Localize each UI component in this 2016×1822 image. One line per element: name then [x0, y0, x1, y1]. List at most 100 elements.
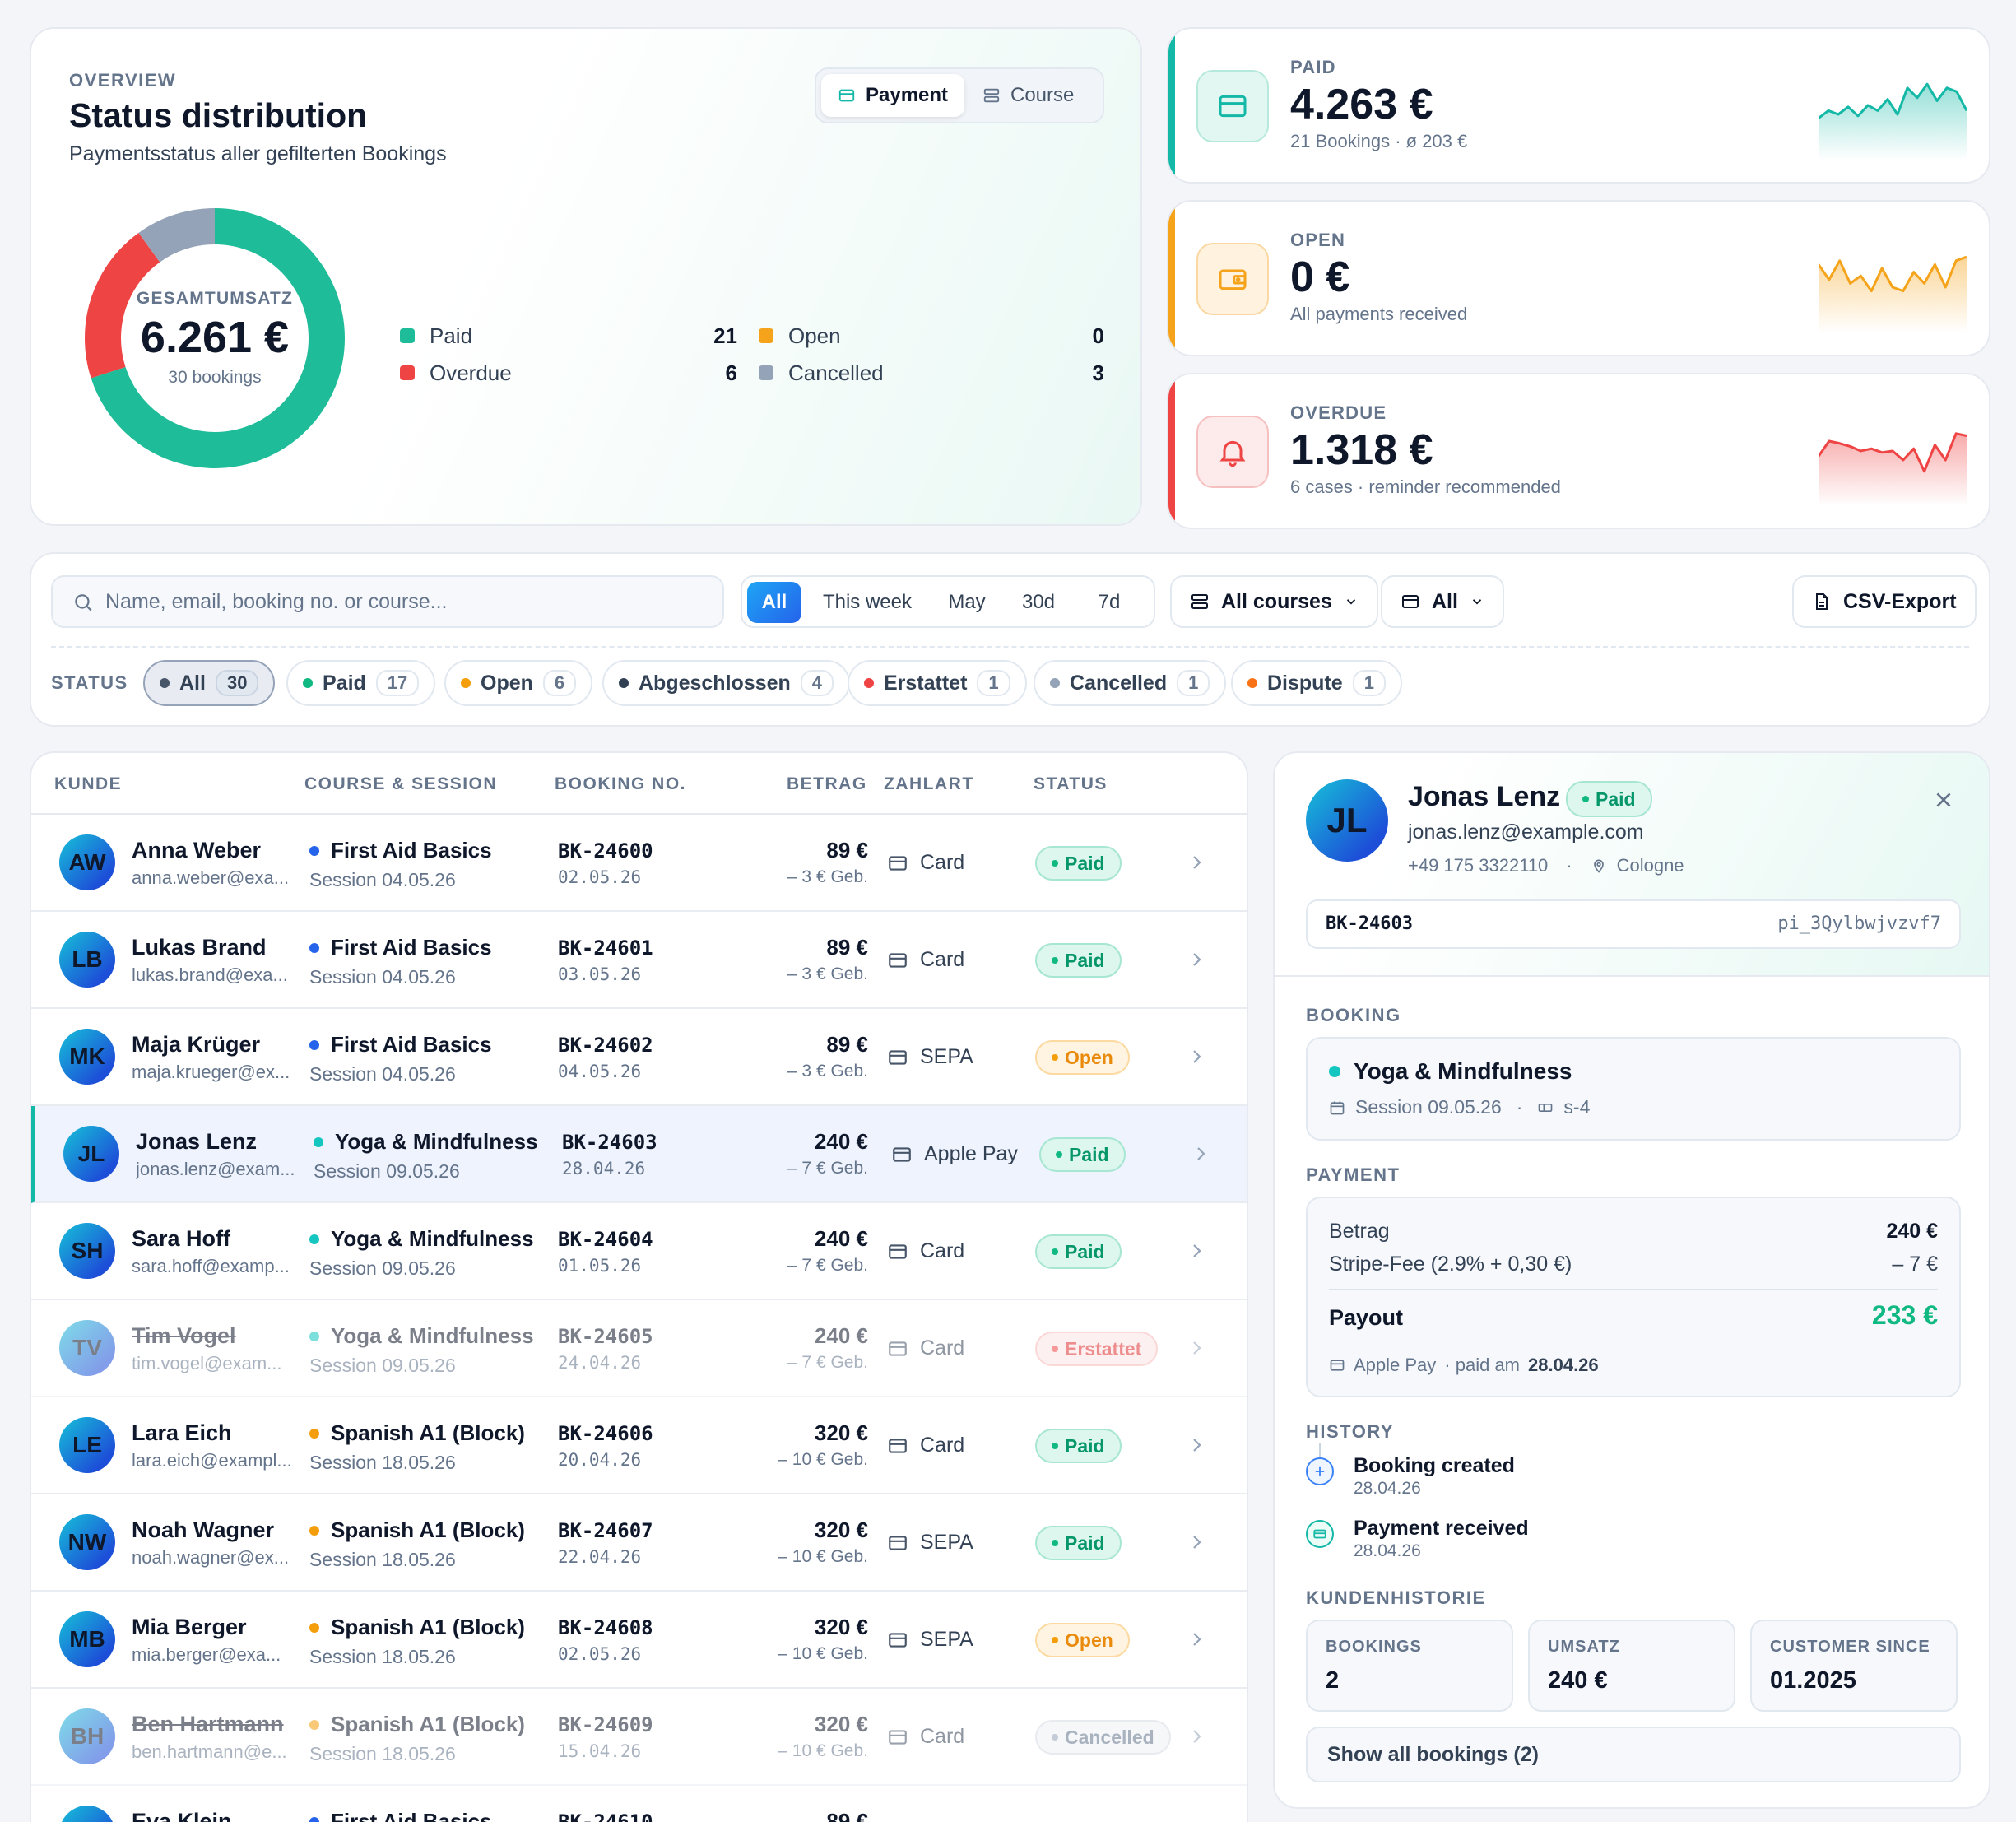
- status-badge: Paid: [1566, 781, 1652, 817]
- column-header-betrag[interactable]: BETRAG: [787, 774, 867, 793]
- table-row[interactable]: NW Noah Wagner noah.wagner@ex... Spanish A1…: [31, 1494, 1247, 1592]
- booking-number: BK-24609: [558, 1713, 653, 1736]
- course-name: First Aid Basics: [309, 1032, 492, 1057]
- legend-swatch: [400, 365, 415, 380]
- chip-count: 30: [215, 670, 259, 696]
- booking-fee: – 3 € Geb.: [787, 1062, 868, 1081]
- course-name: Yoga & Mindfulness: [309, 1226, 534, 1252]
- status-chip-all[interactable]: All 30: [143, 660, 276, 706]
- range-30d[interactable]: 30d: [1021, 591, 1056, 613]
- status-chip-abgeschlossen[interactable]: Abgeschlossen 4: [602, 660, 851, 706]
- detail-phone[interactable]: +49 175 3322110: [1408, 855, 1549, 876]
- course-name: First Aid Basics: [309, 1809, 492, 1822]
- payment-method-label: Card: [920, 851, 965, 874]
- column-header-status[interactable]: STATUS: [1034, 774, 1108, 793]
- booking-fee: – 7 € Geb.: [787, 1256, 868, 1275]
- column-header-zahlart[interactable]: ZAHLART: [884, 774, 974, 793]
- table-row[interactable]: EK Eva Klein First Aid Basics BK-24610 89 €: [31, 1786, 1247, 1822]
- status-badge: Erstattet: [1035, 1332, 1159, 1366]
- payment-method: Apple Pay: [891, 1142, 1018, 1166]
- booking-amount: 89 €: [826, 838, 868, 862]
- column-header-course[interactable]: COURSE & SESSION: [304, 774, 498, 793]
- search-input[interactable]: [105, 583, 698, 620]
- table-row[interactable]: TV Tim Vogel tim.vogel@exam... Yoga & Mindf…: [31, 1300, 1247, 1397]
- range-this-week[interactable]: This week: [822, 591, 913, 613]
- table-row[interactable]: LE Lara Eich lara.eich@exampl... Spanish A1…: [31, 1397, 1247, 1494]
- card-icon: [1219, 95, 1247, 118]
- card-icon: [1402, 595, 1419, 608]
- search-box[interactable]: [51, 575, 724, 628]
- booking-course-box[interactable]: Yoga & Mindfulness Session 09.05.26 · s-…: [1306, 1037, 1961, 1141]
- course-name: Spanish A1 (Block): [309, 1712, 525, 1737]
- status-chip-paid[interactable]: Paid 17: [286, 660, 436, 706]
- chevron-right-icon[interactable]: [1187, 1435, 1206, 1455]
- badge-dot: [1052, 1346, 1058, 1352]
- toggle-course[interactable]: Course: [966, 74, 1090, 117]
- payment-method-dropdown[interactable]: All: [1381, 575, 1504, 628]
- legend-label: Paid: [430, 323, 473, 348]
- chevron-right-icon[interactable]: [1187, 853, 1206, 872]
- session-date: Session 09.05.26: [314, 1160, 460, 1182]
- chevron-right-icon[interactable]: [1187, 950, 1206, 969]
- range-all[interactable]: All: [747, 582, 801, 623]
- chevron-right-icon[interactable]: [1187, 1727, 1206, 1746]
- column-header-booking-no[interactable]: BOOKING NO.: [555, 774, 687, 793]
- detail-payment-id[interactable]: pi_3Qylbwjvzvf7: [1777, 913, 1941, 934]
- stack-icon: [1191, 594, 1208, 609]
- chip-label: Paid: [323, 671, 366, 695]
- course-name: Spanish A1 (Block): [309, 1420, 525, 1446]
- booking-fee: – 10 € Geb.: [778, 1644, 868, 1663]
- booking-fee: – 7 € Geb.: [787, 1353, 868, 1372]
- donut-slice-cancelled[interactable]: [85, 208, 345, 468]
- card-icon: [889, 1049, 907, 1065]
- courses-dropdown[interactable]: All courses: [1170, 575, 1378, 628]
- table-row[interactable]: LB Lukas Brand lukas.brand@exa... First Aid…: [31, 912, 1247, 1009]
- chevron-right-icon[interactable]: [1187, 1532, 1206, 1552]
- status-chip-cancelled[interactable]: Cancelled 1: [1034, 660, 1227, 706]
- table-row[interactable]: MK Maja Krüger maja.krueger@ex... First Aid…: [31, 1009, 1247, 1106]
- booking-room: s-4: [1563, 1096, 1591, 1118]
- course-name: Yoga & Mindfulness: [309, 1323, 534, 1349]
- customer-email: noah.wagner@ex...: [132, 1547, 290, 1568]
- meta-separator: ·: [1516, 1096, 1523, 1118]
- status-badge-label: Open: [1065, 1629, 1113, 1651]
- stat-label: CUSTOMER SINCE: [1770, 1638, 1930, 1656]
- csv-export-button[interactable]: CSV-Export: [1792, 575, 1977, 628]
- chevron-right-icon[interactable]: [1187, 1241, 1206, 1261]
- toggle-payment[interactable]: Payment: [821, 74, 965, 117]
- detail-email[interactable]: jonas.lenz@example.com: [1408, 820, 1644, 844]
- range-may[interactable]: May: [948, 591, 986, 613]
- table-row[interactable]: AW Anna Weber anna.weber@exa... First Aid B…: [31, 815, 1247, 912]
- kpi-accent-bar: [1168, 29, 1175, 182]
- payment-method-label: Card: [920, 1434, 965, 1457]
- table-row[interactable]: SH Sara Hoff sara.hoff@examp... Yoga & Mind…: [31, 1203, 1247, 1300]
- table-row[interactable]: BH Ben Hartmann ben.hartmann@e... Spanish A…: [31, 1689, 1247, 1786]
- status-chip-open[interactable]: Open 6: [444, 660, 593, 706]
- kpi-open-card[interactable]: OPEN 0 € All payments received: [1167, 200, 1990, 356]
- booking-fee: – 3 € Geb.: [787, 964, 868, 983]
- detail-customer-name: Jonas Lenz: [1408, 781, 1561, 812]
- course-label: Yoga & Mindfulness: [331, 1226, 534, 1251]
- kpi-overdue-card[interactable]: OVERDUE 1.318 € 6 cases · reminder recom…: [1167, 373, 1990, 529]
- course-dot: [309, 1719, 319, 1730]
- status-chip-erstattet[interactable]: Erstattet 1: [848, 660, 1027, 706]
- chevron-right-icon[interactable]: [1187, 1338, 1206, 1358]
- chevron-right-icon[interactable]: [1187, 1047, 1206, 1067]
- table-row[interactable]: MB Mia Berger mia.berger@exa... Spanish A1 …: [31, 1592, 1247, 1689]
- donut-slice-overdue[interactable]: [85, 208, 345, 468]
- status-badge-label: Paid: [1065, 1434, 1105, 1457]
- avatar: EK: [59, 1806, 115, 1822]
- payment-method: SEPA: [887, 1628, 973, 1652]
- show-all-bookings-button[interactable]: Show all bookings (2): [1306, 1727, 1961, 1782]
- kpi-paid-card[interactable]: PAID 4.263 € 21 Bookings · ø 203 €: [1167, 27, 1990, 184]
- status-chip-dispute[interactable]: Dispute 1: [1231, 660, 1402, 706]
- close-icon[interactable]: [1933, 789, 1954, 811]
- table-row[interactable]: JL Jonas Lenz jonas.lenz@exam... Yoga & Min…: [31, 1106, 1247, 1203]
- range-7d[interactable]: 7d: [1098, 591, 1121, 613]
- chevron-right-icon[interactable]: [1187, 1629, 1206, 1649]
- chevron-right-icon[interactable]: [1191, 1144, 1210, 1164]
- customer-name: Lara Eich: [132, 1420, 232, 1445]
- customer-name: Noah Wagner: [132, 1518, 275, 1542]
- legend-label: Open: [788, 323, 841, 348]
- column-header-kunde[interactable]: KUNDE: [54, 774, 123, 793]
